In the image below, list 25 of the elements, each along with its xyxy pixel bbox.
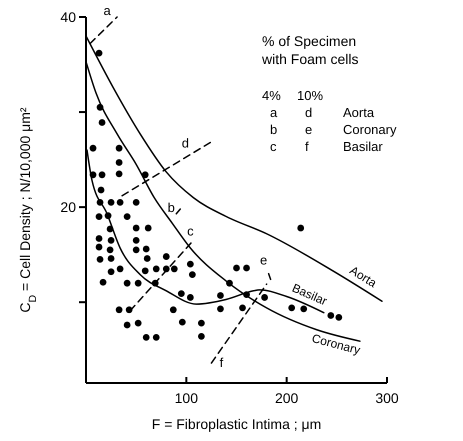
annotation: Basilar	[343, 139, 384, 154]
annotation: a	[103, 3, 112, 18]
annotation: with Foam cells	[261, 51, 358, 67]
annotation: b	[270, 122, 278, 137]
annotation: c	[187, 223, 194, 238]
annotation: b	[168, 200, 175, 215]
annotation: f	[305, 139, 309, 154]
x-axis-title: F = Fibroplastic Intima ; μm	[152, 416, 322, 432]
y-tick-label: 20	[60, 199, 76, 216]
annotation: % of Specimen	[262, 33, 356, 49]
annotation: d	[305, 105, 312, 120]
annotation: d	[182, 136, 189, 151]
x-tick-label: 300	[375, 390, 399, 406]
annotation: e	[260, 252, 268, 268]
annotation: f	[220, 355, 224, 370]
annotation: 10%	[297, 88, 324, 103]
annotation: c	[270, 139, 277, 154]
annotation: Aorta	[343, 105, 375, 120]
y-tick-label: 40	[60, 8, 76, 25]
x-tick-label: 100	[174, 390, 198, 406]
annotation: e	[305, 122, 312, 137]
annotation: Coronary	[343, 122, 397, 137]
annotation: a	[270, 105, 278, 120]
annotation: 4%	[262, 88, 282, 103]
x-tick-label: 200	[274, 390, 299, 406]
